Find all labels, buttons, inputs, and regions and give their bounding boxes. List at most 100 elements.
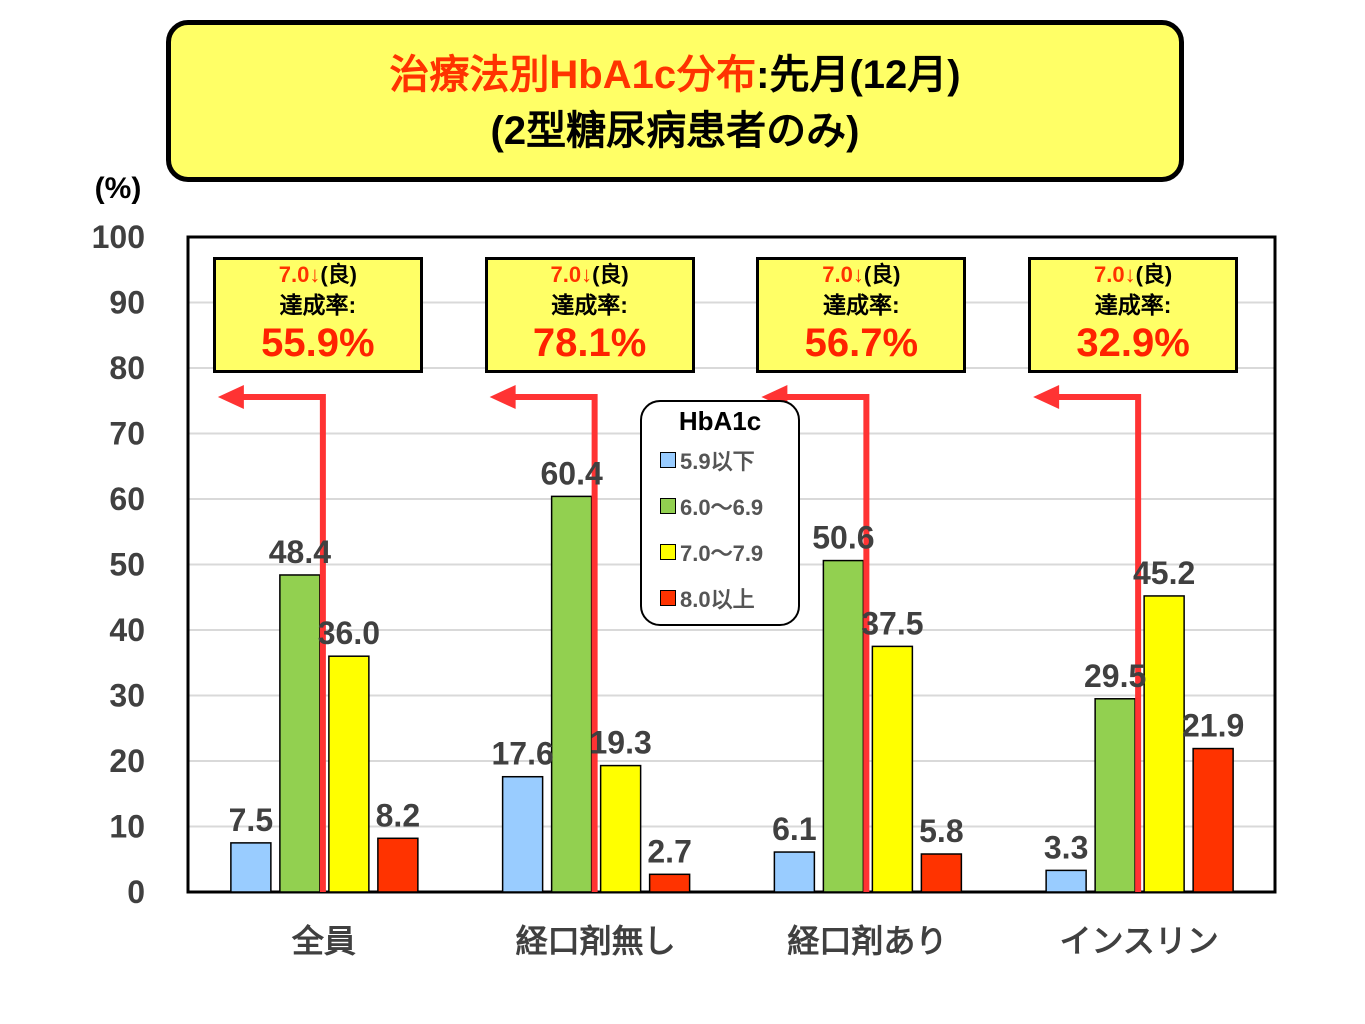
target-threshold: 7.0↓ xyxy=(278,262,321,287)
chart-subtitle: (2型糖尿病患者のみ) xyxy=(490,109,860,153)
legend-swatch xyxy=(660,452,676,468)
target-label: 7.0↓(良) xyxy=(216,260,420,290)
target-good: (良) xyxy=(320,262,357,287)
legend-swatch xyxy=(660,544,676,560)
legend-title: HbA1c xyxy=(678,406,762,436)
achievement-label: 達成率: xyxy=(823,292,900,318)
data-label: 29.5 xyxy=(1084,658,1146,694)
arrowhead xyxy=(217,385,244,409)
legend-label: 7.0～7.9 xyxy=(680,541,764,566)
category-label: 経口剤あり xyxy=(787,923,947,959)
data-label: 19.3 xyxy=(589,725,651,761)
bar xyxy=(1045,869,1087,893)
y-tick-label: 90 xyxy=(109,285,145,321)
achievement-rate: 78.1% xyxy=(532,321,647,365)
chart-title-box: 治療法別HbA1c分布:先月(12月) (2型糖尿病患者のみ) xyxy=(166,20,1184,182)
data-label: 2.7 xyxy=(647,833,691,869)
legend-item: 8.0以上 xyxy=(642,575,798,621)
target-label: 7.0↓(良) xyxy=(759,260,963,290)
arrowhead xyxy=(1033,385,1060,409)
target-label: 7.0↓(良) xyxy=(488,260,692,290)
legend-swatch xyxy=(660,590,676,606)
target-threshold: 7.0↓ xyxy=(550,262,593,287)
bar xyxy=(920,853,963,893)
y-tick-label: 10 xyxy=(109,809,145,845)
achievement-rate-box: 7.0↓(良) 達成率: 78.1% xyxy=(484,257,695,373)
legend-item: 5.9以下 xyxy=(642,437,798,483)
bar xyxy=(501,775,544,893)
target-threshold: 7.0↓ xyxy=(822,262,864,287)
legend-item: 7.0～7.9 xyxy=(642,529,798,575)
bar xyxy=(328,655,370,893)
y-tick-label: 70 xyxy=(109,416,145,452)
achievement-arrow xyxy=(228,394,326,892)
y-tick-label: 60 xyxy=(109,481,145,517)
data-label: 21.9 xyxy=(1182,708,1244,744)
bar xyxy=(599,764,642,893)
data-label: 8.2 xyxy=(376,797,420,833)
bar xyxy=(1094,698,1136,893)
data-label: 36.0 xyxy=(318,615,380,651)
legend: HbA1c 5.9以下 6.0～6.9 7.0～7.9 8.0以上 xyxy=(640,400,800,626)
achievement-rate: 56.7% xyxy=(804,321,919,365)
achievement-arrow xyxy=(772,394,870,892)
category-label: インスリン xyxy=(1059,923,1218,959)
target-good: (良) xyxy=(1135,262,1173,287)
y-tick-label: 0 xyxy=(127,874,145,910)
bar xyxy=(871,645,914,893)
achievement-label: 達成率: xyxy=(1094,292,1172,318)
data-label: 45.2 xyxy=(1133,555,1195,591)
legend-label: 5.9以下 xyxy=(680,449,755,474)
achievement-label: 達成率: xyxy=(279,292,357,318)
bar xyxy=(377,837,419,893)
bar xyxy=(1192,747,1234,893)
data-label: 37.5 xyxy=(861,605,923,641)
bar xyxy=(230,842,272,893)
bar xyxy=(550,495,593,893)
y-tick-label: 40 xyxy=(109,612,145,648)
target-good: (良) xyxy=(592,262,629,287)
y-axis-label: (%) xyxy=(95,172,142,205)
data-label: 6.1 xyxy=(772,811,816,847)
data-label: 3.3 xyxy=(1044,829,1088,865)
title-black-part: :先月(12月) xyxy=(756,53,961,97)
legend-label: 8.0以上 xyxy=(680,587,755,612)
achievement-rate: 55.9% xyxy=(261,321,375,365)
y-tick-label: 30 xyxy=(109,678,145,714)
target-label: 7.0↓(良) xyxy=(1031,260,1235,290)
achievement-arrow xyxy=(500,394,598,892)
legend-swatch xyxy=(660,498,676,514)
achievement-rate-box: 7.0↓(良) 達成率: 55.9% xyxy=(212,257,423,373)
y-tick-label: 50 xyxy=(109,547,145,583)
y-tick-label: 20 xyxy=(109,743,145,779)
plot-area xyxy=(186,235,1277,894)
bar xyxy=(822,559,865,893)
achievement-rate-box: 7.0↓(良) 達成率: 56.7% xyxy=(756,257,967,373)
data-label: 50.6 xyxy=(812,520,874,556)
chart-title: 治療法別HbA1c分布:先月(12月) xyxy=(171,47,1179,103)
category-label: 経口剤無し xyxy=(516,923,676,959)
data-label: 60.4 xyxy=(540,455,602,491)
bar xyxy=(773,851,816,893)
category-label: 全員 xyxy=(291,923,356,959)
data-label: 17.6 xyxy=(491,736,553,772)
achievement-rate-box: 7.0↓(良) 達成率: 32.9% xyxy=(1028,257,1239,373)
bar xyxy=(1143,595,1185,893)
legend-item: 6.0～6.9 xyxy=(642,483,798,529)
bar xyxy=(279,574,321,893)
achievement-arrow xyxy=(1044,394,1142,892)
bar xyxy=(648,873,691,893)
data-label: 48.4 xyxy=(269,534,331,570)
target-threshold: 7.0↓ xyxy=(1094,262,1136,287)
data-label: 7.5 xyxy=(229,802,273,838)
achievement-rate: 32.9% xyxy=(1076,321,1190,365)
target-good: (良) xyxy=(863,262,901,287)
y-tick-label: 100 xyxy=(92,219,145,255)
legend-label: 6.0～6.9 xyxy=(680,495,764,520)
data-label: 5.8 xyxy=(919,813,963,849)
title-red-part: 治療法別HbA1c分布 xyxy=(389,53,757,97)
arrowhead xyxy=(489,385,516,409)
y-tick-label: 80 xyxy=(109,350,145,386)
achievement-label: 達成率: xyxy=(551,292,628,318)
